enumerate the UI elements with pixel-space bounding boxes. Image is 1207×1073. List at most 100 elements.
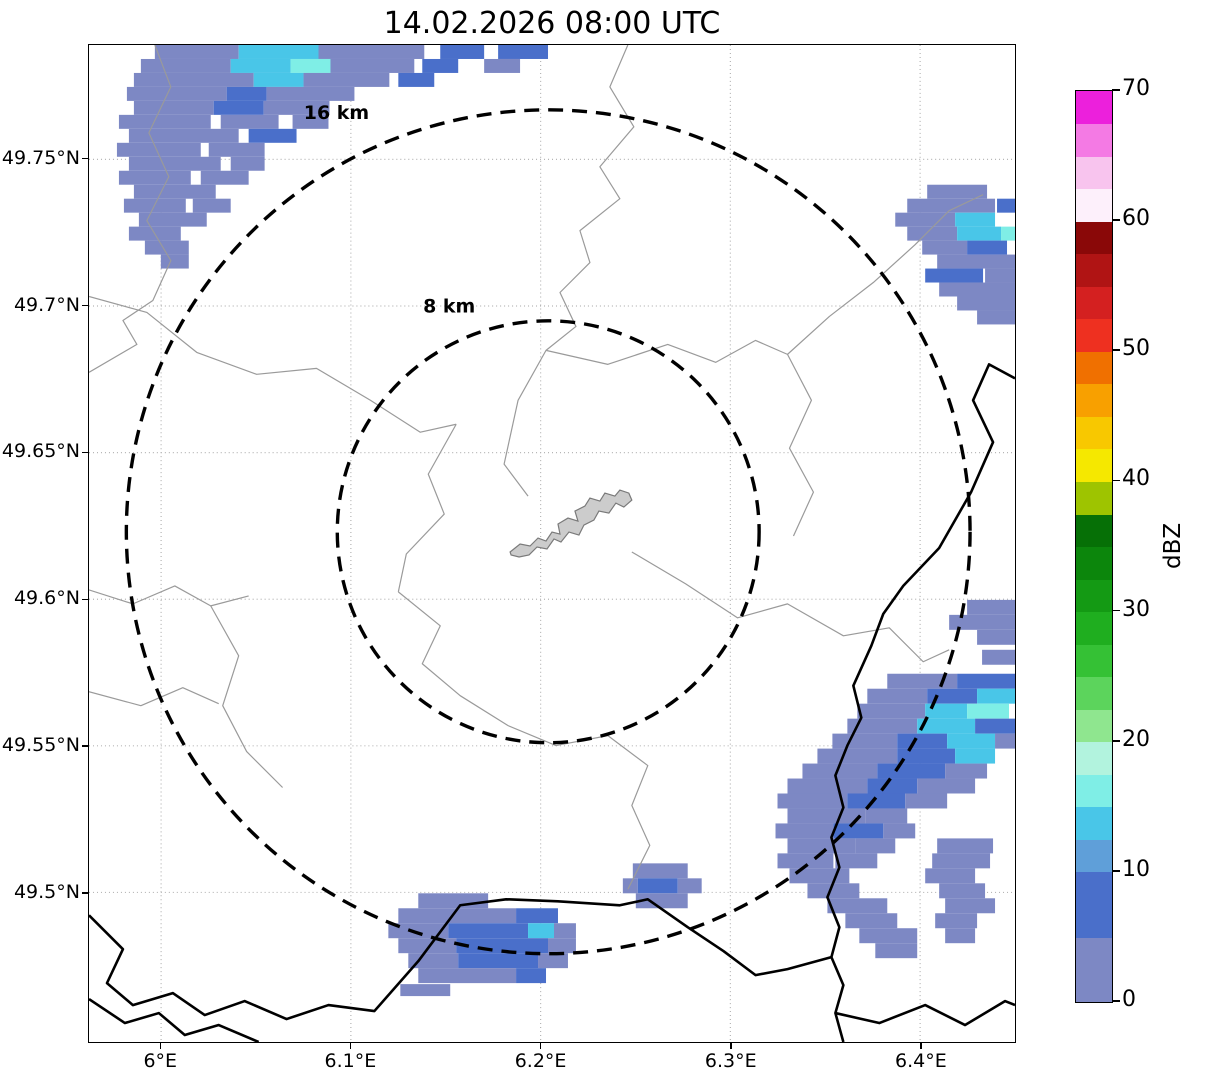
colorbar-band [1076,383,1112,417]
radar-cell [977,310,1015,325]
figure-title: 14.02.2026 08:00 UTC [383,6,721,41]
radar-cell [318,45,425,59]
radar-cell [937,254,1015,269]
colorbar-band [1076,286,1112,320]
radar-cell [907,226,958,241]
colorbar-tick-label: 20 [1122,726,1150,752]
radar-cell [516,968,547,984]
radar-cell [400,984,451,997]
radar-cell [883,823,916,839]
radar-cell [947,733,996,749]
radar-cell [877,763,946,779]
radar-cells-layer [116,45,1015,997]
radar-cell [138,212,207,227]
radar-cell [440,45,485,59]
radar-cell [949,614,1015,630]
radar-cell [832,733,898,749]
radar-cell [945,763,988,779]
colorbar-tick-mark [1112,1000,1120,1002]
radar-cell [538,953,568,969]
range-ring-label: 8 km [423,295,475,317]
radar-cell [897,748,956,764]
colorbar-label: dBZ [1160,522,1186,569]
radar-cell [957,296,1015,311]
radar-cell [922,240,968,255]
radar-cell [985,268,1015,283]
radar-cell [516,908,558,924]
radar-cell [248,128,297,143]
y-tick-label: 49.65°N [1,440,80,463]
colorbar-band [1076,774,1112,808]
radar-cell [955,748,996,764]
colorbar-band [1076,741,1112,775]
radar-cell [213,100,264,115]
radar-cell [140,58,231,73]
range-ring-16km [124,108,972,956]
radar-cell [398,72,435,87]
colorbar-tick-label: 50 [1122,336,1150,362]
radar-cell [917,778,976,794]
colorbar-tick-label: 40 [1122,466,1150,492]
radar-cell [292,114,329,129]
y-tick-label: 49.7°N [13,293,80,316]
grid-layer [89,45,1015,1042]
colorbar-band [1076,318,1112,352]
radar-cell [635,893,688,909]
x-tick-mark [539,1043,542,1049]
radar-cell [859,928,918,944]
colorbar-band [1076,156,1112,190]
radar-cell [154,45,239,59]
range-ring-8km [335,319,761,745]
colorbar-band [1076,709,1112,743]
radar-cell [133,72,254,87]
colorbar-band [1076,579,1112,613]
radar-cell [867,688,928,704]
radar-cell [847,793,906,809]
y-tick-mark [82,598,88,601]
radar-cell [263,100,330,115]
radar-cell [133,100,214,115]
radar-cell [995,733,1015,749]
radar-cell [997,198,1015,213]
radar-cell [967,240,1008,255]
radar-cell [637,878,678,894]
colorbar-band [1076,221,1112,255]
x-tick-label: 6.2°E [514,1050,567,1072]
y-tick-mark [82,892,88,894]
radar-cell [977,688,1015,704]
radar-cell [787,778,868,794]
radar-cell [448,923,529,939]
radar-cell [398,908,517,924]
x-tick-label: 6°E [143,1050,178,1072]
radar-cell [677,878,702,894]
radar-cell [925,703,968,719]
colorbar-tick-label: 70 [1122,76,1150,101]
colorbar-band [1076,351,1112,385]
radar-cell [905,793,948,809]
radar-cell [128,128,239,143]
colorbar-tick-mark [1112,609,1120,612]
y-tick-label: 49.6°N [13,587,80,610]
y-tick-mark [82,451,88,454]
radar-cell [418,893,489,909]
x-tick-mark [349,1043,352,1049]
country-borders [89,363,1015,1042]
radar-cell [845,913,898,929]
colorbar-band [1076,611,1112,645]
radar-cell [927,688,978,704]
radar-cell [238,45,319,59]
colorbar-band [1076,448,1112,483]
radar-cell [939,883,986,899]
radar-cell [118,114,211,129]
y-tick-label: 49.55°N [1,734,80,757]
radar-cell [398,938,457,954]
colorbar-band [1076,91,1112,125]
radar-cell [917,718,976,734]
radar-cell [865,808,908,824]
radar-cell [118,170,191,185]
radar-cell [528,923,554,939]
colorbar [1075,90,1113,1003]
radar-cell [977,629,1015,645]
radar-cell [937,838,994,854]
